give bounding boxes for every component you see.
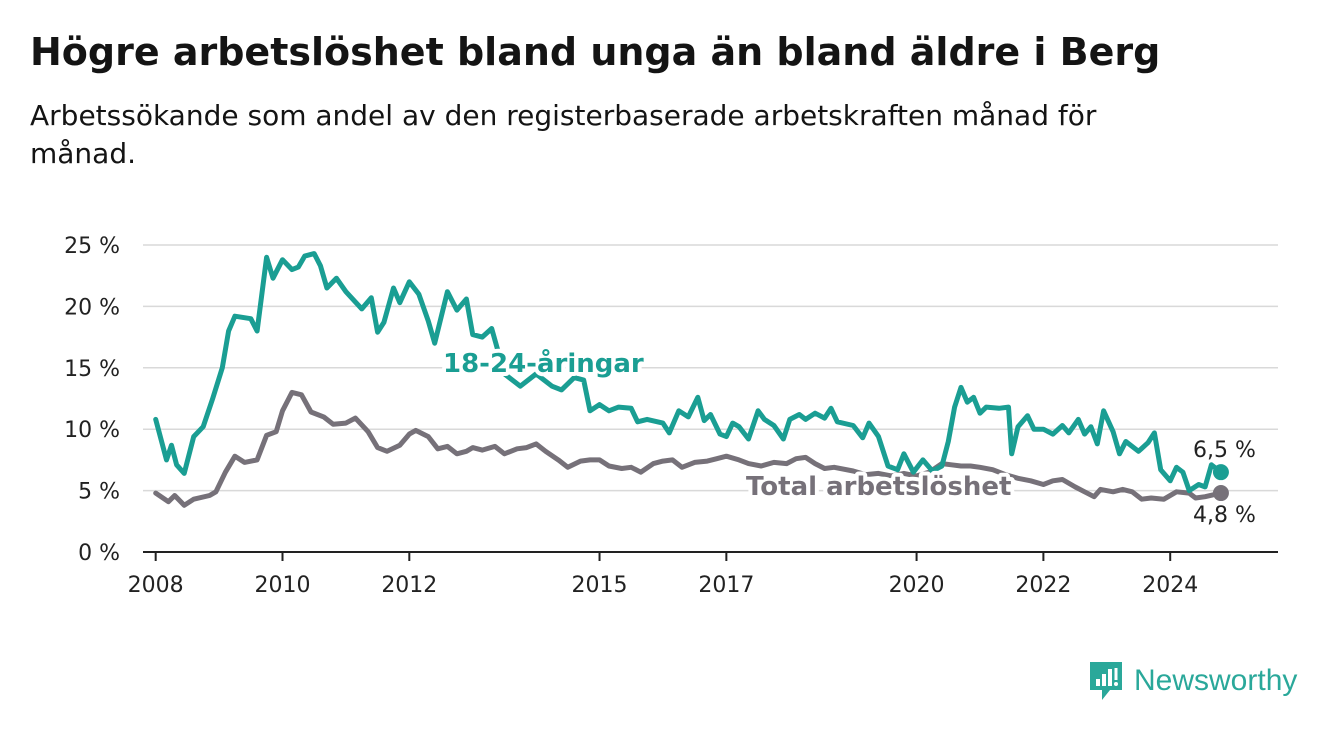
end-label-unga: 6,5 % xyxy=(1193,438,1256,463)
end-label-total: 4,8 % xyxy=(1193,503,1256,528)
x-tick-label: 2015 xyxy=(572,573,628,598)
brand-name: Newsworthy xyxy=(1134,664,1298,697)
y-tick-label: 10 % xyxy=(64,418,120,443)
chart-title: Högre arbetslöshet bland unga än bland ä… xyxy=(30,30,1161,74)
x-tick-label: 2010 xyxy=(254,573,310,598)
series-label-unga: 18-24-åringar xyxy=(443,347,644,379)
y-tick-label: 20 % xyxy=(64,295,120,320)
chart-subtitle: Arbetssökande som andel av den registerb… xyxy=(30,99,1097,170)
y-tick-label: 25 % xyxy=(64,234,120,259)
y-tick-label: 0 % xyxy=(78,541,120,566)
x-tick-label: 2012 xyxy=(381,573,437,598)
series-label-total: Total arbetslöshet xyxy=(746,472,1011,502)
series-line-total xyxy=(153,389,1224,508)
x-tick-label: 2017 xyxy=(698,573,754,598)
series-lines xyxy=(153,251,1229,508)
newsworthy-logo: Newsworthy xyxy=(1088,660,1297,702)
x-tick-label: 2022 xyxy=(1015,573,1071,598)
gridlines xyxy=(143,244,1278,492)
x-axis: 2008 2010 2012 2015 2017 2020 2022 2024 xyxy=(128,551,1278,598)
x-tick-label: 2024 xyxy=(1142,573,1198,598)
newsworthy-logo-icon xyxy=(1090,662,1122,700)
end-point-total xyxy=(1212,485,1229,502)
series-labels: 18-24-åringar Total arbetslöshet 6,5 % 4,8 … xyxy=(439,343,1256,528)
x-tick-label: 2008 xyxy=(128,573,184,598)
y-tick-label: 5 % xyxy=(78,480,120,505)
y-tick-label: 15 % xyxy=(64,357,120,382)
x-tick-label: 2020 xyxy=(889,573,945,598)
y-axis: 0 % 5 % 10 % 15 % 20 % 25 % xyxy=(64,234,120,566)
series-line-unga xyxy=(153,251,1224,494)
end-point-unga xyxy=(1212,464,1229,481)
